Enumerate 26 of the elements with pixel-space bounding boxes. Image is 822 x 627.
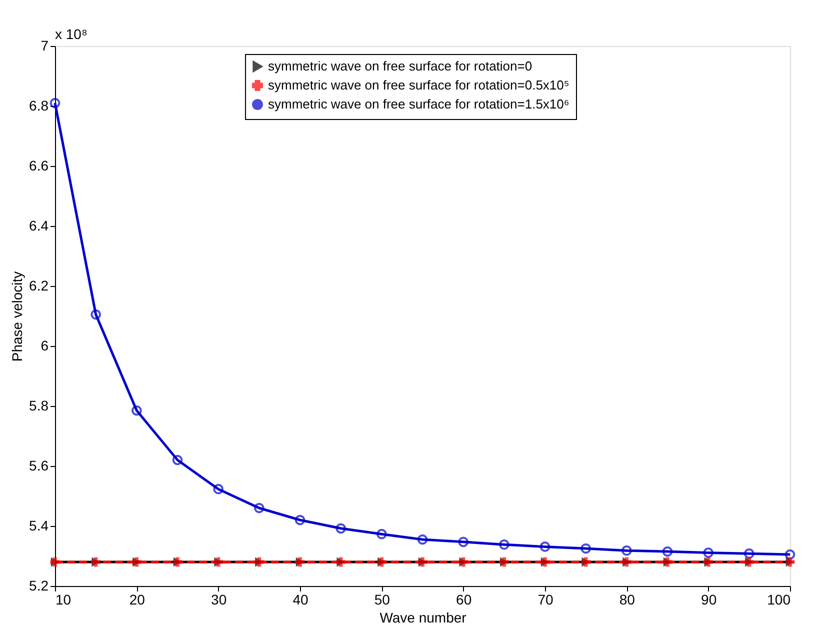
y-tick-label: 6.6 [29, 158, 49, 174]
text: x 10⁸ [55, 26, 88, 42]
x-tick-label: 50 [374, 592, 390, 608]
x-tick-label: 70 [538, 592, 554, 608]
y-tick-label: 5.2 [29, 578, 49, 594]
legend-label: symmetric wave on free surface for rotation=0.5x10⁵ [268, 78, 570, 92]
y-tick-label: 5.4 [29, 518, 49, 534]
legend-label: symmetric wave on free surface for rotation=0 [268, 58, 532, 74]
y-tick-label: 5.6 [29, 458, 49, 474]
x-tick-label: 30 [211, 592, 227, 608]
legend-label: symmetric wave on free surface for rotation=1.5x10⁶ [268, 96, 570, 112]
y-axis-title: Phase velocity [9, 271, 26, 362]
x-tick-label: 80 [619, 592, 636, 608]
x-tick-label: 40 [292, 592, 308, 608]
y-tick-label: 5.8 [29, 398, 49, 414]
x-tick-label: 100 [767, 592, 791, 608]
y-tick-label: 6 [40, 338, 49, 354]
y-tick-label: 6.8 [29, 98, 49, 114]
y-tick-label: 6.4 [29, 218, 49, 234]
x-tick-label: 60 [456, 592, 472, 608]
x-tick-label: 10 [56, 592, 72, 608]
x-axis-title: Wave number [380, 610, 467, 626]
y-tick-label: 7 [40, 38, 49, 54]
x-tick-label: 20 [129, 592, 146, 608]
y-tick-label: 6.2 [29, 278, 49, 294]
x-tick-label: 90 [701, 592, 717, 608]
